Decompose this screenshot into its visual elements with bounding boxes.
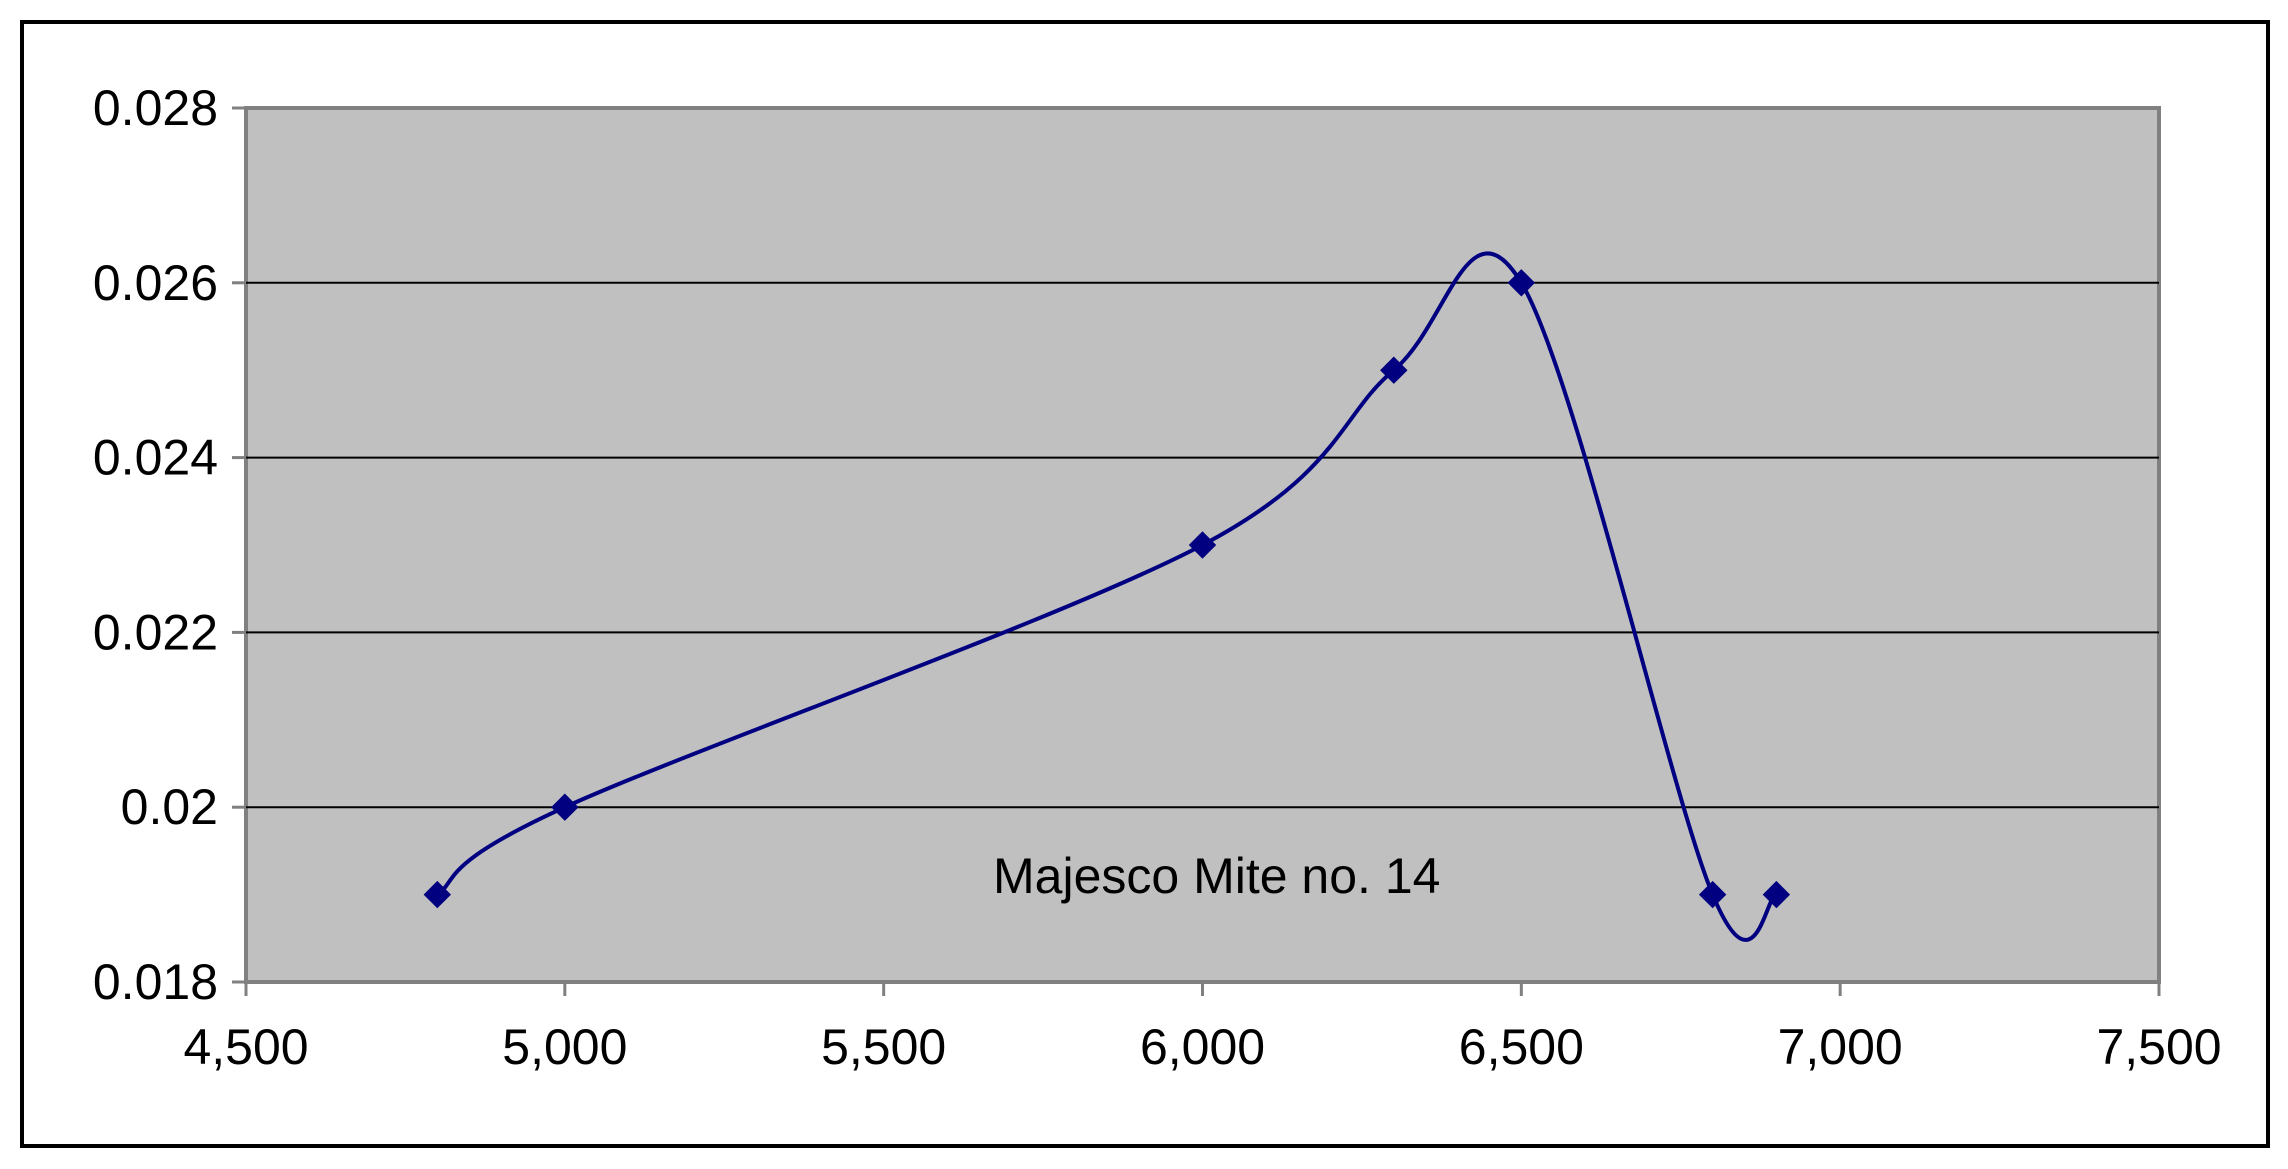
x-tick-labels: 4,500 5,000 5,500 6,000 6,500 7,000 7,500	[183, 1019, 2221, 1075]
data-point-marker	[423, 880, 452, 909]
y-tick-label: 0.024	[93, 430, 218, 486]
series-layer	[423, 251, 1791, 942]
y-tick-label: 0.028	[93, 80, 218, 136]
x-tick-label: 6,000	[1140, 1019, 1265, 1075]
x-tick-label: 5,000	[502, 1019, 627, 1075]
y-tick-label: 0.018	[93, 954, 218, 1010]
x-tick-label: 6,500	[1459, 1019, 1584, 1075]
data-point-marker	[1188, 531, 1217, 559]
data-point-marker	[551, 793, 579, 821]
y-tick-label: 0.026	[93, 255, 218, 311]
data-point-marker	[1380, 356, 1408, 384]
data-point-marker	[1507, 269, 1536, 297]
x-tick-label: 4,500	[183, 1019, 308, 1075]
x-tick-label: 5,500	[821, 1019, 946, 1075]
data-point-marker	[1762, 880, 1791, 909]
x-tick-label: 7,000	[1778, 1019, 1903, 1075]
chart-annotation: Majesco Mite no. 14	[993, 848, 1440, 904]
data-point-marker	[1698, 880, 1727, 909]
y-tick-label: 0.022	[93, 604, 218, 660]
axes	[232, 106, 2161, 996]
x-tick-label: 7,500	[2096, 1019, 2221, 1075]
y-tick-labels: 0.018 0.02 0.022 0.024 0.026 0.028	[93, 80, 218, 1010]
y-tick-label: 0.02	[121, 779, 218, 835]
